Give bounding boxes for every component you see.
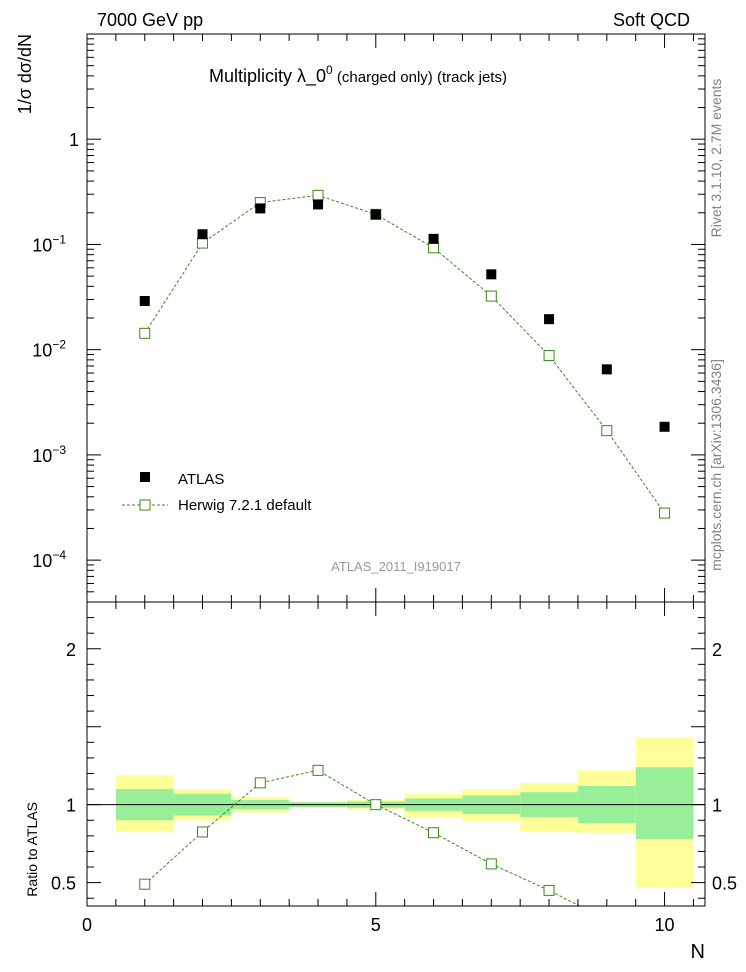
ratio-panel: 0.5 0.5 1 1 2 2 0 5 10 xyxy=(51,601,737,935)
plot-title: Multiplicity λ_00 (charged only) (track … xyxy=(209,63,507,87)
atlas-point xyxy=(139,296,150,307)
ratio-ytick-label: 0.5 xyxy=(51,874,76,894)
ratio-mc-point xyxy=(428,827,440,839)
atlas-point xyxy=(486,269,497,280)
mc-point xyxy=(197,237,209,249)
header-right: Soft QCD xyxy=(613,10,690,30)
ratio-mc-line xyxy=(144,769,581,906)
main-ytick-label: 10−3 xyxy=(32,443,66,466)
legend-herwig-label: Herwig 7.2.1 default xyxy=(178,497,312,514)
atlas-point xyxy=(601,364,612,375)
main-ytick-label: 10−1 xyxy=(32,232,66,255)
legend-atlas-label: ATLAS xyxy=(178,471,224,488)
legend-herwig-marker xyxy=(139,499,151,511)
main-panel: 1 10−1 10−2 10−3 10−4 xyxy=(32,33,706,603)
legend: ATLAS Herwig 7.2.1 default xyxy=(122,471,312,514)
atlas-point xyxy=(659,421,670,432)
ratio-frame xyxy=(86,601,706,907)
ratio-ytick-label: 2 xyxy=(66,640,76,660)
ratio-xtick-label: 0 xyxy=(82,915,92,935)
ratio-mc-point xyxy=(197,826,209,838)
ratio-xtick-label: 5 xyxy=(371,915,381,935)
ratio-mc-point xyxy=(370,799,382,811)
mc-point xyxy=(601,425,613,437)
mcplots-label: mcplots.cern.ch [arXiv:1306.3436] xyxy=(708,359,724,571)
ratio-xtick-label: 10 xyxy=(655,915,675,935)
mc-point xyxy=(312,189,324,201)
mc-point xyxy=(659,507,671,519)
watermark: ATLAS_2011_I919017 xyxy=(331,559,461,574)
atlas-point xyxy=(313,199,324,210)
ratio-xlabel: N xyxy=(691,941,705,963)
main-ylabel: 1/σ dσ/dN xyxy=(15,34,35,114)
plot-title-suffix: (charged only) (track jets) xyxy=(333,69,507,86)
atlas-point xyxy=(255,203,266,214)
plot-title-sup: 0 xyxy=(326,63,333,77)
main-ytick-label: 10−4 xyxy=(32,548,66,571)
ratio-mc-point xyxy=(139,878,151,890)
mc-point xyxy=(485,290,497,302)
main-frame xyxy=(86,33,706,603)
plot-title-main: Multiplicity λ_0 xyxy=(209,66,326,87)
ratio-ytick-label-right: 1 xyxy=(712,796,722,816)
ratio-mc-point xyxy=(312,764,324,776)
ratio-mc-point xyxy=(543,884,555,896)
mc-point xyxy=(428,242,440,254)
atlas-point xyxy=(197,229,208,240)
main-ytick-label: 10−2 xyxy=(32,338,66,361)
ratio-ytick-label: 1 xyxy=(66,796,76,816)
atlas-point xyxy=(370,209,381,220)
ratio-mc-point xyxy=(254,777,266,789)
rivet-label: Rivet 3.1.10, 2.7M events xyxy=(708,79,724,238)
atlas-point xyxy=(544,314,555,325)
ratio-plot-area xyxy=(87,737,705,906)
header-left: 7000 GeV pp xyxy=(97,10,203,30)
ratio-ytick-label-right: 0.5 xyxy=(712,874,737,894)
atlas-point xyxy=(428,233,439,244)
mc-point xyxy=(543,350,555,362)
ratio-mc-point xyxy=(485,858,497,870)
legend-atlas-marker xyxy=(140,472,150,482)
ratio-ytick-label-right: 2 xyxy=(712,640,722,660)
main-ytick-label: 1 xyxy=(69,130,79,150)
ratio-ylabel: Ratio to ATLAS xyxy=(24,802,40,897)
mc-line xyxy=(144,194,665,514)
ratio-band-inner xyxy=(635,767,694,839)
mc-point xyxy=(139,327,151,339)
